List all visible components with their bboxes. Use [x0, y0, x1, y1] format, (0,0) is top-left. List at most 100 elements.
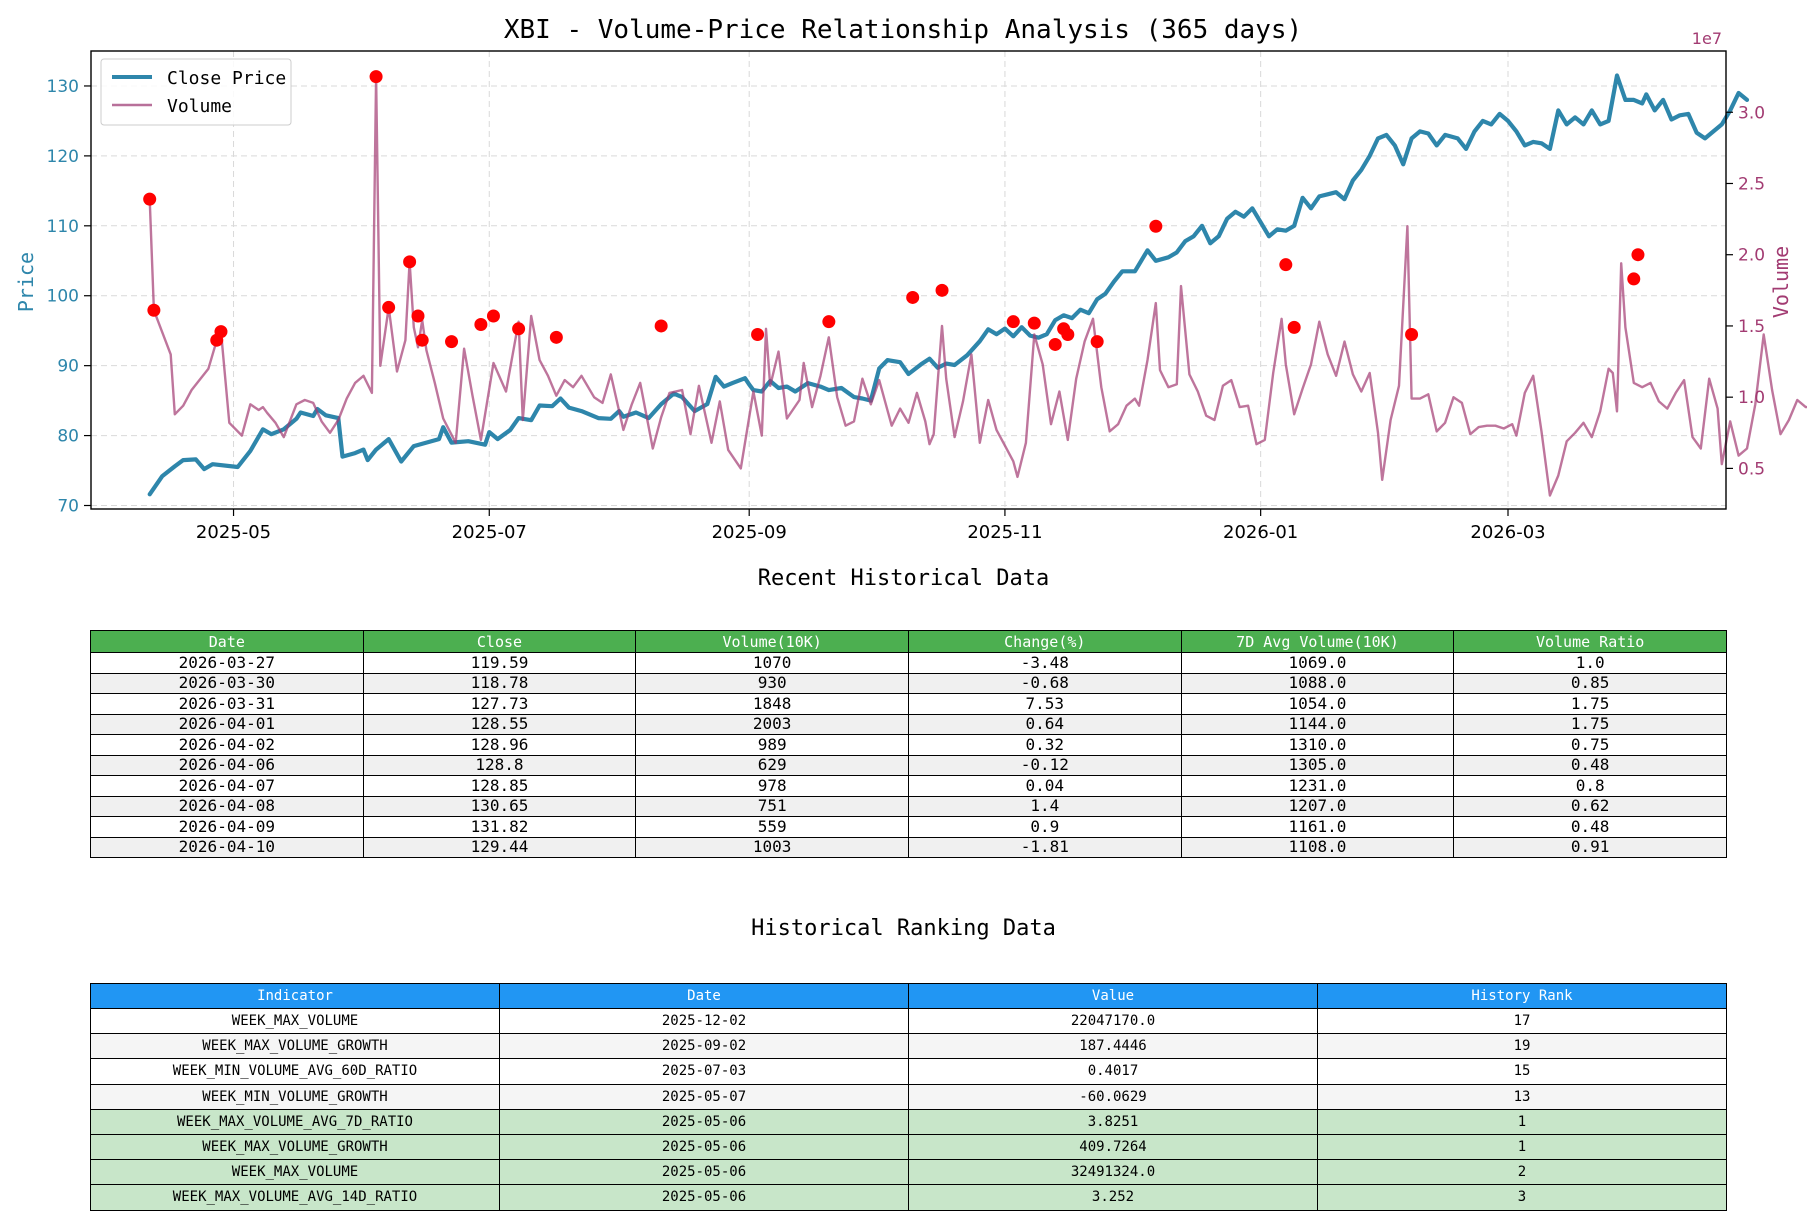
recent-cell: 128.96: [362, 734, 637, 756]
y-right-tick-label: 1.0: [1738, 388, 1765, 408]
recent-cell: 129.44: [362, 836, 637, 858]
volume-spike-marker: [1149, 219, 1163, 233]
recent-cell: 1231.0: [1180, 775, 1455, 797]
volume-spike-marker: [1631, 248, 1645, 262]
ranking-cell: 2025-09-02: [499, 1033, 909, 1060]
ranking-table-row: WEEK_MIN_VOLUME_AVG_60D_RATIO 2025-07-03 0…: [90, 1058, 1727, 1085]
ranking-cell: 0.4017: [908, 1058, 1318, 1085]
recent-table-row: 2026-03-31 127.73 1848 7.53 1054.0 1.75: [90, 693, 1727, 715]
ranking-cell: 15: [1317, 1058, 1727, 1085]
recent-cell: 2003: [635, 713, 909, 735]
recent-cell: 2026-03-30: [90, 672, 364, 694]
recent-table-row: 2026-03-27 119.59 1070 -3.48 1069.0 1.0: [90, 652, 1727, 674]
recent-cell: 2026-04-09: [90, 816, 364, 838]
recent-cell: 1003: [635, 836, 909, 858]
volume-spike-marker: [1027, 316, 1041, 330]
recent-cell: 1108.0: [1180, 836, 1455, 858]
y-left-tick-label: 70: [57, 497, 79, 517]
recent-cell: 0.64: [907, 713, 1182, 735]
recent-table-row: 2026-04-02 128.96 989 0.32 1310.0 0.75: [90, 734, 1727, 756]
recent-cell: 7.53: [907, 693, 1182, 715]
volume-spike-marker: [549, 330, 563, 344]
volume-spike-marker: [935, 283, 949, 297]
ranking-cell: WEEK_MAX_VOLUME_AVG_7D_RATIO: [90, 1108, 500, 1135]
recent-cell: 751: [635, 795, 909, 817]
volume-spike-marker: [1048, 337, 1062, 351]
y-left-tick-label: 100: [47, 287, 79, 307]
volume-spike-marker: [382, 300, 396, 314]
recent-header-cell: Volume(10K): [635, 630, 909, 653]
recent-cell: 1.75: [1453, 693, 1727, 715]
ranking-cell: 32491324.0: [908, 1159, 1318, 1186]
ranking-cell: 2025-05-06: [499, 1184, 909, 1211]
x-tick-label: 2025-11: [967, 522, 1042, 543]
x-tick-label: 2026-01: [1223, 522, 1298, 543]
recent-cell: 1207.0: [1180, 795, 1455, 817]
recent-data-table: Date Close Volume(10K) Change(%) 7D Avg Volu…: [90, 630, 1727, 858]
recent-table-row: 2026-04-07 128.85 978 0.04 1231.0 0.8: [90, 775, 1727, 797]
ranking-cell: 3: [1317, 1184, 1727, 1211]
ranking-cell: 17: [1317, 1007, 1727, 1035]
ranking-cell: 1: [1317, 1133, 1727, 1161]
recent-cell: 0.91: [1453, 836, 1727, 858]
recent-cell: 2026-04-10: [90, 836, 364, 858]
ranking-cell: WEEK_MAX_VOLUME_AVG_14D_RATIO: [90, 1184, 500, 1211]
y-axis-left-label: Price: [14, 252, 38, 312]
recent-cell: 0.75: [1453, 734, 1727, 756]
recent-cell: 0.8: [1453, 775, 1727, 797]
chart-title: XBI - Volume-Price Relationship Analysis…: [504, 15, 1302, 45]
recent-cell: 930: [635, 672, 909, 694]
recent-cell: 0.48: [1453, 754, 1727, 776]
y-right-tick-label: 2.5: [1738, 174, 1765, 194]
ranking-table-row: WEEK_MAX_VOLUME 2025-12-02 22047170.0 17: [90, 1007, 1727, 1035]
recent-cell: -3.48: [907, 652, 1182, 674]
y-right-tick-label: 2.0: [1738, 246, 1765, 266]
volume-spike-marker: [143, 192, 157, 206]
ranking-cell: 2025-07-03: [499, 1058, 909, 1085]
ranking-cell: 2025-05-06: [499, 1133, 909, 1161]
ranking-table-row: WEEK_MAX_VOLUME_AVG_14D_RATIO 2025-05-06 3…: [90, 1184, 1727, 1211]
volume-spike-marker: [654, 319, 668, 333]
volume-spike-marker: [512, 322, 526, 336]
volume-spike-marker: [369, 70, 383, 84]
ranking-cell: 2025-05-07: [499, 1083, 909, 1110]
recent-cell: 1.4: [907, 795, 1182, 817]
recent-cell: 1310.0: [1180, 734, 1455, 756]
x-tick-label: 2025-07: [452, 522, 527, 543]
volume-spike-marker: [411, 309, 425, 323]
ranking-cell: 2025-05-06: [499, 1159, 909, 1186]
recent-cell: 0.04: [907, 775, 1182, 797]
recent-cell: 128.55: [362, 713, 637, 735]
volume-spike-marker: [403, 255, 417, 269]
recent-cell: 1.75: [1453, 713, 1727, 735]
recent-table-row: 2026-04-06 128.8 629 -0.12 1305.0 0.48: [90, 754, 1727, 776]
y-left-tick-label: 90: [57, 357, 79, 377]
ranking-cell: 2025-12-02: [499, 1007, 909, 1035]
recent-header-cell: Close: [362, 630, 637, 653]
ranking-table-row: WEEK_MAX_VOLUME 2025-05-06 32491324.0 2: [90, 1159, 1727, 1186]
y-right-tick-label: 0.5: [1738, 459, 1765, 479]
volume-spike-marker: [214, 325, 228, 339]
y-left-tick-label: 80: [57, 427, 79, 447]
ranking-table-row: WEEK_MAX_VOLUME_GROWTH 2025-09-02 187.4446…: [90, 1033, 1727, 1060]
recent-table-row: 2026-04-08 130.65 751 1.4 1207.0 0.62: [90, 795, 1727, 817]
ranking-header-cell: History Rank: [1317, 983, 1727, 1009]
ranking-table-row: WEEK_MIN_VOLUME_GROWTH 2025-05-07 -60.0629…: [90, 1083, 1727, 1110]
x-tick-label: 2025-05: [196, 522, 271, 543]
recent-cell: 1069.0: [1180, 652, 1455, 674]
recent-cell: 119.59: [362, 652, 637, 674]
chart-legend: Close Price Volume: [100, 58, 292, 126]
volume-spike-marker: [486, 309, 500, 323]
recent-cell: 2026-04-06: [90, 754, 364, 776]
recent-cell: 0.48: [1453, 816, 1727, 838]
volume-spike-marker: [147, 303, 161, 317]
ranking-cell: 13: [1317, 1083, 1727, 1110]
ranking-cell: 3.252: [908, 1184, 1318, 1211]
volume-spike-marker: [474, 318, 488, 332]
recent-cell: -0.68: [907, 672, 1182, 694]
ranking-data-table: Indicator Date Value History Rank WEEK_MAX_…: [90, 983, 1727, 1211]
recent-table-row: 2026-04-01 128.55 2003 0.64 1144.0 1.75: [90, 713, 1727, 735]
ranking-cell: WEEK_MIN_VOLUME_GROWTH: [90, 1083, 500, 1110]
ranking-cell: 22047170.0: [908, 1007, 1318, 1035]
recent-cell: 1305.0: [1180, 754, 1455, 776]
